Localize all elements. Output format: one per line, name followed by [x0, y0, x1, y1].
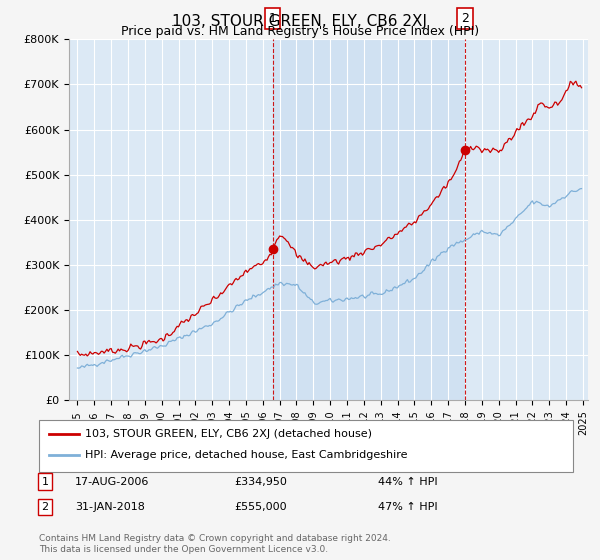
Text: Price paid vs. HM Land Registry's House Price Index (HPI): Price paid vs. HM Land Registry's House …	[121, 25, 479, 38]
Text: 17-AUG-2006: 17-AUG-2006	[75, 477, 149, 487]
Text: 103, STOUR GREEN, ELY, CB6 2XJ (detached house): 103, STOUR GREEN, ELY, CB6 2XJ (detached…	[85, 429, 372, 439]
Text: 2: 2	[41, 502, 49, 512]
Text: 103, STOUR GREEN, ELY, CB6 2XJ: 103, STOUR GREEN, ELY, CB6 2XJ	[173, 14, 427, 29]
Text: 1: 1	[41, 477, 49, 487]
Text: 1: 1	[269, 12, 277, 25]
Text: 47% ↑ HPI: 47% ↑ HPI	[378, 502, 437, 512]
Text: Contains HM Land Registry data © Crown copyright and database right 2024.: Contains HM Land Registry data © Crown c…	[39, 534, 391, 543]
Text: £334,950: £334,950	[234, 477, 287, 487]
Bar	[272, 39, 465, 400]
Text: 31-JAN-2018: 31-JAN-2018	[75, 502, 145, 512]
Text: 2: 2	[461, 12, 469, 25]
Text: This data is licensed under the Open Government Licence v3.0.: This data is licensed under the Open Gov…	[39, 545, 328, 554]
Text: 44% ↑ HPI: 44% ↑ HPI	[378, 477, 437, 487]
Text: HPI: Average price, detached house, East Cambridgeshire: HPI: Average price, detached house, East…	[85, 450, 408, 460]
Text: £555,000: £555,000	[234, 502, 287, 512]
